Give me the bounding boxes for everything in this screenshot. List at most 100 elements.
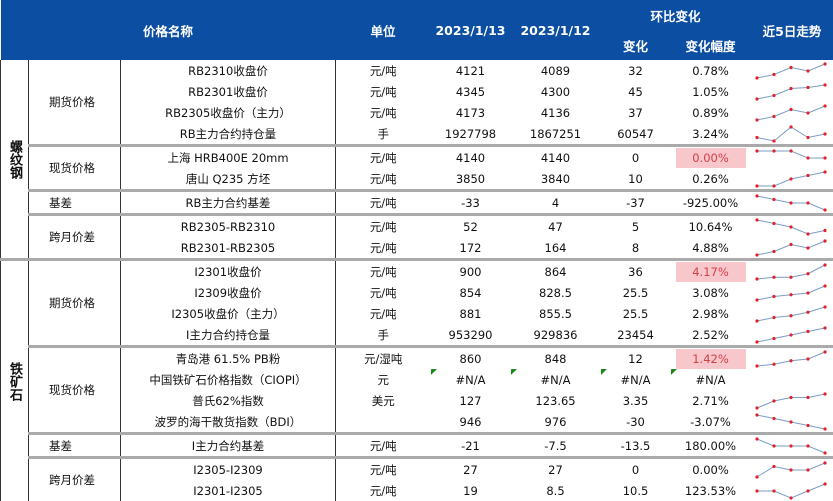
value-chg: 60547 bbox=[601, 123, 671, 146]
sparkline-point bbox=[772, 275, 775, 278]
price-name: I主力合约持仓量 bbox=[121, 324, 336, 347]
section-label: 跨月价差 bbox=[29, 458, 121, 501]
change-pct-value: -925.00% bbox=[683, 196, 738, 210]
change-pct: 0.78% bbox=[671, 60, 751, 81]
sparkline bbox=[751, 260, 833, 283]
sparkline-point bbox=[755, 298, 758, 301]
value-chg: -30 bbox=[601, 411, 671, 434]
value-d1: 854 bbox=[431, 282, 511, 303]
value-chg: 45 bbox=[601, 81, 671, 102]
sparkline-point bbox=[806, 468, 809, 471]
change-pct-value: 2.98% bbox=[692, 307, 729, 321]
value-d1: 4121 bbox=[431, 60, 511, 81]
value-d2: 47 bbox=[511, 215, 601, 238]
change-pct: 2.98% bbox=[671, 303, 751, 324]
change-pct: 4.88% bbox=[671, 237, 751, 260]
sparkline-point bbox=[789, 149, 792, 152]
sparkline-line bbox=[757, 352, 825, 366]
sparkline-point bbox=[806, 156, 809, 159]
change-pct: 10.64% bbox=[671, 215, 751, 238]
price-name: RB主力合约持仓量 bbox=[121, 123, 336, 146]
sparkline-line bbox=[757, 286, 825, 300]
sparkline bbox=[751, 347, 833, 370]
price-name: 波罗的海干散货指数（BDI） bbox=[121, 411, 336, 434]
unit: 元/吨 bbox=[336, 434, 431, 458]
value-d1: -33 bbox=[431, 191, 511, 215]
sparkline-point bbox=[823, 170, 826, 173]
unit: 元/吨 bbox=[336, 81, 431, 102]
sparkline-point bbox=[806, 232, 809, 235]
sparkline-point bbox=[806, 201, 809, 204]
value-d2: 4140 bbox=[511, 146, 601, 169]
sparkline-point bbox=[823, 392, 826, 395]
sparkline bbox=[751, 146, 833, 169]
section-label: 期货价格 bbox=[29, 60, 121, 146]
sparkline-point bbox=[789, 444, 792, 447]
sparkline bbox=[751, 237, 833, 260]
sparkline-point bbox=[823, 305, 826, 308]
unit bbox=[336, 411, 431, 434]
value-chg: 23454 bbox=[601, 324, 671, 347]
sparkline-point bbox=[806, 357, 809, 360]
sparkline-point bbox=[823, 83, 826, 86]
value-chg: 32 bbox=[601, 60, 671, 81]
sparkline bbox=[751, 324, 833, 347]
value-d2: 828.5 bbox=[511, 282, 601, 303]
value-chg: 36 bbox=[601, 260, 671, 283]
price-name: 唐山 Q235 方坯 bbox=[121, 168, 336, 191]
sparkline-point bbox=[772, 149, 775, 152]
value-d1: 3850 bbox=[431, 168, 511, 191]
sparkline-point bbox=[806, 111, 809, 114]
unit: 元/吨 bbox=[336, 282, 431, 303]
unit: 元/吨 bbox=[336, 303, 431, 324]
table-header: 价格名称 单位 2023/1/13 2023/1/12 环比变化 近5日走势 变… bbox=[1, 0, 833, 60]
value-chg: 25.5 bbox=[601, 303, 671, 324]
sparkline-point bbox=[823, 284, 826, 287]
value-chg: 10.5 bbox=[601, 480, 671, 501]
price-name: I2309收盘价 bbox=[121, 282, 336, 303]
table-row: 中国铁矿石价格指数（CIOPI）元#N/A#N/A#N/A#N/A bbox=[1, 369, 833, 390]
section-label: 基差 bbox=[29, 434, 121, 458]
value-d2: 4136 bbox=[511, 102, 601, 123]
unit: 元/吨 bbox=[336, 60, 431, 81]
value-chg: 0 bbox=[601, 458, 671, 481]
sparkline-point bbox=[789, 293, 792, 296]
sparkline-point bbox=[789, 125, 792, 128]
sparkline-point bbox=[772, 139, 775, 142]
sparkline-point bbox=[755, 76, 758, 79]
sparkline-point bbox=[789, 242, 792, 245]
sparkline-point bbox=[755, 437, 758, 440]
value-chg: #N/A bbox=[601, 369, 671, 390]
unit: 元/吨 bbox=[336, 191, 431, 215]
unit: 手 bbox=[336, 324, 431, 347]
unit: 元/吨 bbox=[336, 458, 431, 481]
value-d1: 946 bbox=[431, 411, 511, 434]
value-chg: 10 bbox=[601, 168, 671, 191]
value-d1: 900 bbox=[431, 260, 511, 283]
value-d2: 164 bbox=[511, 237, 601, 260]
sparkline-line bbox=[757, 307, 825, 321]
change-pct-value: 3.08% bbox=[692, 286, 729, 300]
value-d2: 4 bbox=[511, 191, 601, 215]
sparkline-point bbox=[772, 93, 775, 96]
sparkline bbox=[751, 369, 833, 390]
header-trend: 近5日走势 bbox=[751, 0, 833, 60]
sparkline-point bbox=[823, 461, 826, 464]
value-d2: #N/A bbox=[511, 369, 601, 390]
value-chg: 12 bbox=[601, 347, 671, 370]
sparkline-point bbox=[772, 336, 775, 339]
value-chg: 8 bbox=[601, 237, 671, 260]
sparkline-point bbox=[772, 444, 775, 447]
change-pct: 3.08% bbox=[671, 282, 751, 303]
value-d2: 3840 bbox=[511, 168, 601, 191]
sparkline-point bbox=[823, 427, 826, 430]
sparkline-point bbox=[789, 359, 792, 362]
value-chg: 25.5 bbox=[601, 282, 671, 303]
